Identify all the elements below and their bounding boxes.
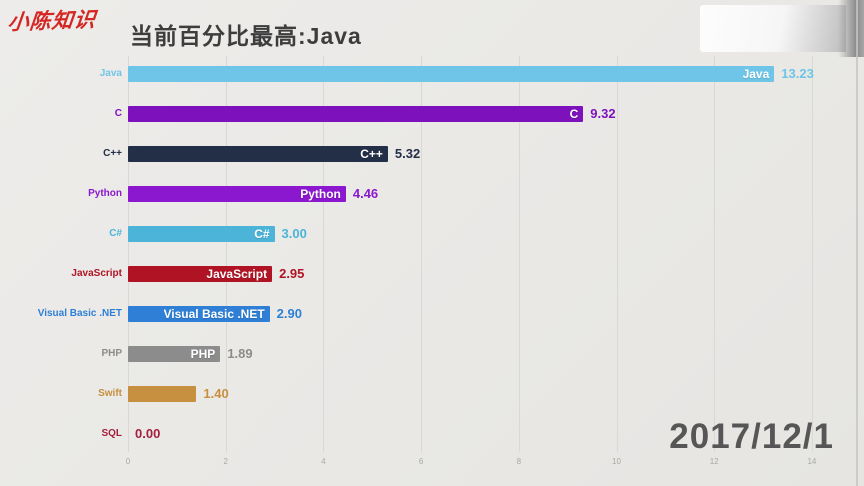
- bar: PHP: [128, 346, 221, 362]
- bar-value-label: 5.32: [394, 146, 421, 161]
- bar: Java: [128, 66, 775, 82]
- x-gridline: [225, 56, 227, 452]
- category-label: SQL: [101, 428, 122, 439]
- x-tick-label: 2: [223, 457, 228, 466]
- bar: JavaScript: [128, 266, 273, 282]
- bar-inside-label: C: [569, 107, 579, 121]
- category-label: Java: [99, 68, 122, 79]
- bar-inside-label: PHP: [190, 347, 216, 361]
- bar-value-label: 3.00: [281, 226, 307, 241]
- x-tick-label: 8: [516, 457, 522, 466]
- frame-edge-line: [856, 0, 858, 486]
- x-gridline: [323, 56, 325, 452]
- bar-value-label: 1.89: [227, 346, 253, 361]
- date-label: 2017/12/1: [669, 417, 834, 456]
- bar-value-label: 2.95: [279, 266, 305, 281]
- bar-inside-label: Python: [300, 187, 341, 201]
- x-gridline: [518, 56, 520, 452]
- x-gridline: [811, 56, 813, 452]
- x-gridline: [128, 56, 129, 452]
- x-tick-label: 14: [807, 457, 817, 466]
- category-label: Visual Basic .NET: [37, 308, 122, 319]
- x-tick-label: 0: [125, 457, 131, 466]
- bar-value-label: 4.46: [352, 186, 379, 201]
- bar-inside-label: C#: [254, 227, 270, 241]
- video-overlay-box: [700, 5, 846, 52]
- category-label: C#: [109, 228, 122, 239]
- category-label: Python: [88, 188, 122, 199]
- category-label: Swift: [98, 388, 122, 399]
- video-overlay-corner-shade: [838, 0, 864, 57]
- bar-value-label: 0.00: [135, 426, 161, 441]
- category-label: PHP: [101, 348, 122, 359]
- bar-inside-label: C++: [360, 147, 383, 161]
- bar: C#: [128, 226, 275, 242]
- category-label: C++: [103, 148, 122, 159]
- bar-value-label: 9.32: [590, 106, 616, 121]
- bar-inside-label: Visual Basic .NET: [163, 307, 265, 321]
- bar: C++: [128, 146, 388, 162]
- bar: [128, 386, 197, 402]
- bar-inside-label: JavaScript: [206, 267, 268, 281]
- bar: C: [128, 106, 584, 122]
- page-title: 当前百分比最高:Java: [130, 23, 362, 49]
- bar-inside-label: Java: [742, 67, 770, 81]
- bar: Python: [128, 186, 346, 202]
- bar-value-label: 1.40: [203, 386, 229, 401]
- x-tick-label: 4: [321, 457, 326, 466]
- x-tick-label: 10: [612, 457, 621, 466]
- category-label: JavaScript: [71, 268, 122, 279]
- category-label: C: [114, 108, 122, 119]
- x-gridline: [714, 56, 716, 452]
- bar: Visual Basic .NET: [128, 306, 270, 322]
- watermark-logo: 小陈知识: [6, 8, 98, 35]
- bar-value-label: 2.90: [276, 306, 302, 321]
- x-tick-label: 6: [418, 457, 424, 466]
- x-gridline: [616, 56, 618, 452]
- x-tick-label: 12: [709, 457, 719, 466]
- x-gridline: [421, 56, 423, 452]
- bar-value-label: 13.23: [781, 66, 814, 81]
